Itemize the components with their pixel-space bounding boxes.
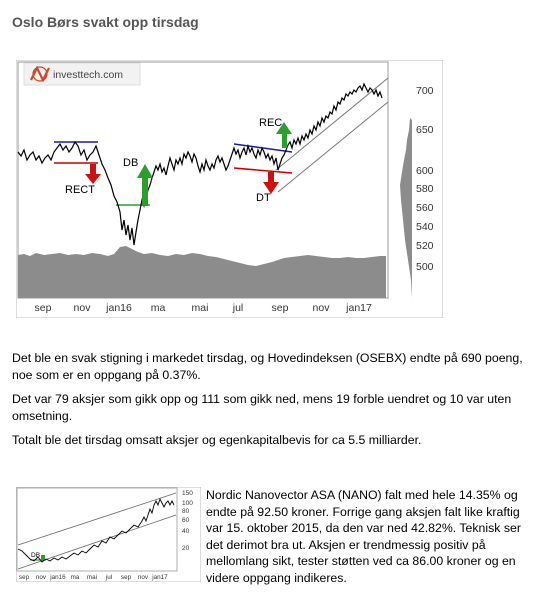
y-tick-600: 600 bbox=[416, 165, 434, 177]
small-x-tick-nov2: nov bbox=[138, 574, 149, 581]
buy-arrow-rec bbox=[276, 122, 292, 148]
small-y-tick-60: 60 bbox=[182, 517, 190, 524]
channel-lower bbox=[277, 101, 389, 193]
buy-arrow-db bbox=[137, 164, 153, 206]
paragraph-breadth: Det var 79 aksjer som gikk opp og 111 so… bbox=[12, 392, 512, 423]
small-x-tick-nov: nov bbox=[36, 574, 47, 581]
small-x-tick-ma: ma bbox=[71, 574, 80, 581]
volume-area bbox=[18, 246, 386, 298]
support-line-right bbox=[233, 167, 293, 174]
x-tick-jan16: jan16 bbox=[105, 302, 132, 314]
small-y-tick-150: 150 bbox=[182, 490, 193, 497]
resistance-line-right bbox=[233, 143, 293, 153]
x-tick-ma: ma bbox=[151, 302, 166, 314]
small-y-tick-100: 100 bbox=[182, 500, 193, 507]
y-tick-580: 580 bbox=[416, 183, 434, 195]
small-buy-signal bbox=[41, 555, 45, 560]
small-x-tick-sep: sep bbox=[19, 574, 30, 581]
annotation-rec: REC bbox=[259, 117, 282, 129]
y-tick-650: 650 bbox=[416, 124, 434, 136]
x-tick-nov: nov bbox=[74, 302, 92, 314]
x-tick-mai: mai bbox=[192, 302, 209, 314]
annotation-rect: RECT bbox=[65, 184, 95, 196]
small-x-tick-jan17: jan17 bbox=[151, 574, 168, 581]
paragraph-turnover: Totalt ble det tirsdag omsatt aksjer og … bbox=[12, 433, 422, 447]
logo-text: investtech.com bbox=[53, 69, 123, 81]
y-tick-560: 560 bbox=[416, 202, 434, 214]
x-tick-sep: sep bbox=[35, 302, 52, 314]
nano-description: Nordic Nanovector ASA (NANO) falt med he… bbox=[206, 488, 521, 585]
x-tick-jul: jul bbox=[232, 302, 244, 314]
paragraph-market-summary: Det ble en svak stigning i markedet tirs… bbox=[12, 351, 523, 382]
y-tick-500: 500 bbox=[416, 261, 434, 273]
small-y-tick-40: 40 bbox=[182, 528, 190, 535]
small-y-tick-20: 20 bbox=[182, 545, 190, 552]
sell-arrow-left bbox=[85, 164, 101, 184]
x-tick-sep2: sep bbox=[272, 302, 289, 314]
annotation-dt: DT bbox=[256, 192, 271, 204]
channel-upper bbox=[275, 77, 389, 171]
small-x-tick-sep2: sep bbox=[121, 574, 132, 581]
logo-icon bbox=[30, 65, 50, 83]
y-tick-520: 520 bbox=[416, 240, 434, 252]
small-annotation-db: DB bbox=[31, 552, 40, 559]
investtech-logo: investtech.com bbox=[23, 62, 141, 86]
small-x-tick-mai: mai bbox=[87, 574, 97, 581]
volume-at-price bbox=[400, 118, 412, 298]
small-y-tick-80: 80 bbox=[182, 508, 190, 515]
small-x-tick-jul: jul bbox=[105, 574, 112, 581]
price-line bbox=[17, 82, 383, 246]
annotation-db: DB bbox=[123, 157, 138, 169]
nano-chart[interactable]: DB 150 100 80 60 40 20 sep nov jan16 ma … bbox=[16, 487, 201, 582]
x-tick-jan17: jan17 bbox=[345, 302, 372, 314]
y-tick-540: 540 bbox=[416, 221, 434, 233]
x-tick-nov2: nov bbox=[313, 302, 331, 314]
page-title: Oslo Børs svakt opp tirsdag bbox=[12, 14, 199, 30]
small-price-line bbox=[17, 497, 175, 563]
osebx-chart: investtech.com RECT DB REC DT 700 650 60… bbox=[16, 60, 443, 318]
y-tick-700: 700 bbox=[416, 85, 434, 97]
small-channel-upper bbox=[17, 492, 177, 546]
small-x-tick-jan16: jan16 bbox=[49, 574, 66, 581]
sell-arrow-dt bbox=[263, 172, 279, 194]
